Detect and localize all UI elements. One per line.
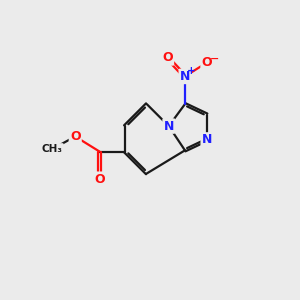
Text: CH₃: CH₃ — [42, 144, 63, 154]
Text: N: N — [180, 70, 190, 83]
Text: O: O — [70, 130, 80, 143]
Text: O: O — [94, 173, 105, 186]
Text: +: + — [187, 66, 196, 76]
Text: O: O — [162, 51, 173, 64]
Text: N: N — [202, 134, 212, 146]
Text: N: N — [164, 120, 174, 133]
Text: O: O — [202, 56, 212, 69]
Text: −: − — [210, 53, 219, 63]
